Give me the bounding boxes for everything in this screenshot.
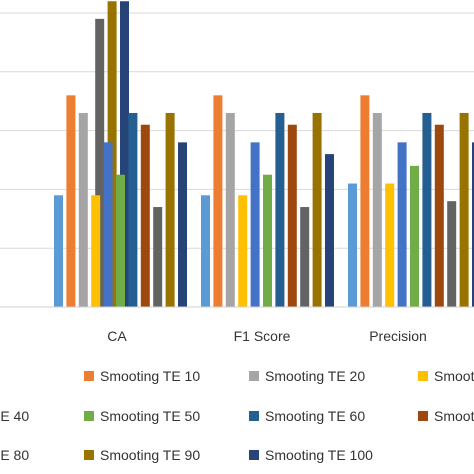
category-label-f1-score: F1 Score bbox=[234, 328, 291, 344]
bar-ca-te0 bbox=[54, 195, 63, 307]
legend-swatch bbox=[84, 450, 94, 460]
bar-f1-score-te50 bbox=[263, 174, 272, 307]
bars bbox=[54, 1, 474, 308]
bar-ca-te30 bbox=[91, 195, 101, 307]
bar-precision-te100 bbox=[472, 142, 474, 307]
legend-item-smooting-te-30: Smooting TE 30 bbox=[418, 368, 474, 384]
bar-precision-te0 bbox=[348, 183, 357, 307]
bar-f1-score-te10 bbox=[213, 95, 223, 307]
legend-label: Smooting TE 40 bbox=[0, 408, 29, 424]
legend-swatch bbox=[418, 411, 428, 421]
legend-item-smooting-te-20: Smooting TE 20 bbox=[249, 368, 365, 384]
bar-first-te80 bbox=[95, 18, 105, 307]
legend-label: Smooting TE 90 bbox=[100, 447, 200, 463]
bar-precision-te30 bbox=[385, 183, 395, 307]
bar-ca-te40 bbox=[103, 142, 113, 307]
legend-item-smooting-te-100: Smooting TE 100 bbox=[249, 447, 373, 463]
bar-ca-te70 bbox=[140, 124, 150, 307]
bar-f1-score-te0 bbox=[201, 195, 210, 307]
legend-swatch bbox=[84, 371, 94, 381]
bar-ca-te100 bbox=[178, 142, 187, 307]
legend-swatch bbox=[84, 411, 94, 421]
legend-item-smooting-te-40: Smooting TE 40 bbox=[0, 408, 29, 424]
bar-first-te100 bbox=[120, 1, 129, 308]
bar-f1-score-te70 bbox=[287, 124, 297, 307]
bar-f1-score-te60 bbox=[275, 112, 285, 308]
bar-ca-te60 bbox=[128, 112, 138, 308]
category-label-precision: Precision bbox=[369, 328, 427, 344]
bar-ca-te90 bbox=[165, 112, 175, 308]
bar-f1-score-te80 bbox=[300, 207, 310, 307]
legend-item-smooting-te-50: Smooting TE 50 bbox=[84, 408, 200, 424]
legend: Smooting TE 10 Smooting TE 20 Smooting TE … bbox=[0, 368, 474, 463]
bar-f1-score-te90 bbox=[312, 112, 322, 308]
bar-precision-te10 bbox=[360, 95, 370, 307]
bar-precision-te70 bbox=[434, 124, 444, 307]
bar-precision-te90 bbox=[459, 112, 469, 308]
bar-ca-te10 bbox=[66, 95, 76, 307]
legend-item-smooting-te-10: Smooting TE 10 bbox=[84, 368, 200, 384]
legend-label: Smooting TE 10 bbox=[100, 368, 200, 384]
bar-precision-te50 bbox=[410, 165, 419, 307]
legend-item-smooting-te-80: Smooting TE 80 bbox=[0, 447, 29, 463]
bar-ca-te50 bbox=[116, 174, 125, 307]
bar-precision-te20 bbox=[372, 112, 382, 308]
bar-precision-te80 bbox=[447, 201, 457, 307]
legend-label: Smooting TE 50 bbox=[100, 408, 200, 424]
bar-precision-te60 bbox=[422, 112, 432, 308]
legend-label: Smooting TE 20 bbox=[265, 368, 365, 384]
legend-swatch bbox=[418, 371, 428, 381]
bar-f1-score-te30 bbox=[238, 195, 248, 307]
bar-ca-te80 bbox=[153, 207, 163, 307]
bar-f1-score-te40 bbox=[250, 142, 260, 307]
legend-item-smooting-te-90: Smooting TE 90 bbox=[84, 447, 200, 463]
bar-ca-te20 bbox=[78, 112, 88, 308]
category-labels: CA F1 Score Precision bbox=[107, 328, 427, 344]
legend-label: Smooting TE 70 bbox=[434, 408, 474, 424]
bar-precision-te40 bbox=[397, 142, 407, 307]
legend-swatch bbox=[249, 450, 259, 460]
bar-f1-score-te100 bbox=[325, 154, 334, 307]
legend-label: Smooting TE 30 bbox=[434, 368, 474, 384]
bar-f1-score-te20 bbox=[225, 112, 235, 308]
legend-item-smooting-te-60: Smooting TE 60 bbox=[249, 408, 365, 424]
legend-swatch bbox=[249, 371, 259, 381]
legend-label: Smooting TE 100 bbox=[265, 447, 373, 463]
legend-item-smooting-te-70: Smooting TE 70 bbox=[418, 408, 474, 424]
legend-label: Smooting TE 80 bbox=[0, 447, 29, 463]
legend-label: Smooting TE 60 bbox=[265, 408, 365, 424]
legend-swatch bbox=[249, 411, 259, 421]
category-label-ca: CA bbox=[107, 328, 127, 344]
